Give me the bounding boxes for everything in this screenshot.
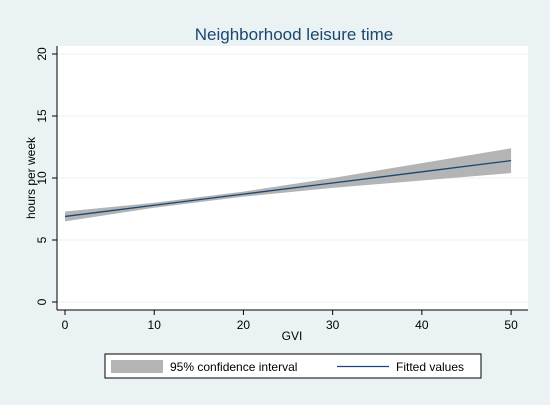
legend-swatch-confidence-interval	[111, 360, 163, 373]
fitted-values-line	[64, 159, 512, 218]
y-tick-label-5: 5	[35, 236, 49, 243]
x-tick-label-0: 0	[62, 318, 69, 332]
fitted-line-layer	[64, 159, 512, 218]
legend: 95% confidence interval Fitted values	[104, 353, 482, 379]
x-axis-ticks: 0 10 20 30 40 50	[62, 310, 518, 332]
legend-box	[104, 353, 482, 379]
x-axis-label: GVI	[282, 329, 303, 343]
x-tick-label-40: 40	[415, 318, 429, 332]
x-tick-label-30: 30	[326, 318, 340, 332]
x-tick-label-50: 50	[504, 318, 518, 332]
y-tick-label-15: 15	[35, 109, 49, 123]
y-axis-label: hours per week	[24, 136, 38, 219]
y-tick-label-10: 10	[35, 171, 49, 185]
y-tick-label-20: 20	[35, 47, 49, 61]
y-tick-label-0: 0	[35, 298, 49, 305]
chart-title: Neighborhood leisure time	[195, 25, 393, 44]
x-tick-label-10: 10	[148, 318, 162, 332]
legend-label-confidence-interval: 95% confidence interval	[170, 360, 297, 374]
x-tick-label-20: 20	[237, 318, 251, 332]
y-axis-ticks: 0 5 10 15 20	[35, 47, 57, 305]
legend-label-fitted-values: Fitted values	[396, 360, 464, 374]
